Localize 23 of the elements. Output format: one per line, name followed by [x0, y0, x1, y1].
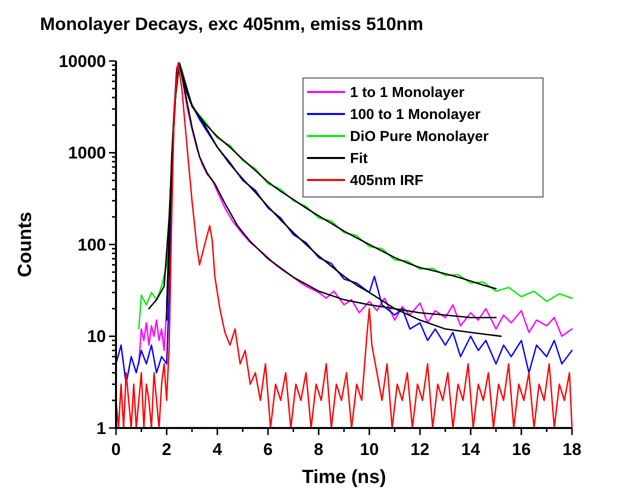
x-tick-label: 14 — [461, 440, 481, 459]
x-tick-label: 6 — [263, 440, 273, 459]
x-tick-label: 8 — [314, 440, 324, 459]
y-tick-label: 1000 — [68, 144, 106, 163]
x-tick-label: 12 — [410, 440, 430, 459]
x-tick-label: 10 — [360, 440, 379, 459]
chart-title: Monolayer Decays, exc 405nm, emiss 510nm — [40, 14, 424, 34]
x-tick-label: 18 — [562, 440, 582, 459]
x-tick-label: 4 — [212, 440, 223, 459]
y-tick-label: 1 — [96, 418, 106, 438]
x-axis-title: Time (ns) — [302, 467, 386, 488]
legend-label: 1 to 1 Monolayer — [350, 85, 465, 102]
legend-label: DiO Pure Monolayer — [350, 129, 489, 146]
y-tick-label: 10 — [87, 327, 106, 346]
x-tick-label: 2 — [162, 440, 172, 459]
legend-label: 405nm IRF — [350, 173, 424, 190]
x-tick-label: 0 — [111, 440, 121, 459]
legend-label: 100 to 1 Monolayer — [350, 107, 481, 124]
y-tick-label: 100 — [78, 235, 106, 254]
legend-label: Fit — [350, 151, 368, 168]
x-tick-label: 16 — [512, 440, 531, 459]
y-axis-title: Counts — [15, 212, 36, 278]
y-tick-label: 10000 — [58, 52, 106, 71]
